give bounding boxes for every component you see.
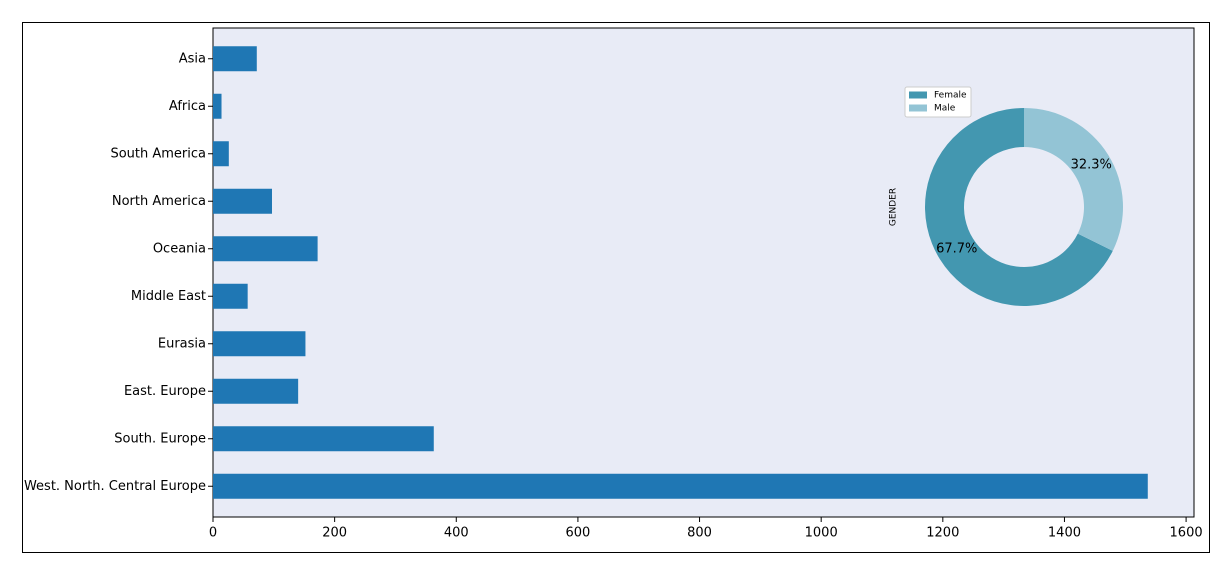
- y-tick-label: Middle East: [131, 289, 206, 304]
- bar: [213, 236, 318, 262]
- x-tick-label: 1000: [805, 526, 838, 541]
- bar: [213, 331, 306, 357]
- wedge: [1024, 108, 1123, 251]
- legend-label: Female: [934, 91, 967, 101]
- wedge-label: 32.3%: [1071, 158, 1112, 173]
- y-tick-label: South. Europe: [114, 431, 206, 446]
- y-tick-label: Africa: [169, 99, 206, 114]
- wedge: [925, 108, 1113, 307]
- x-tick-label: 600: [565, 526, 590, 541]
- legend-swatch: [909, 104, 927, 112]
- bar: [213, 378, 299, 404]
- x-tick-label: 1200: [926, 526, 959, 541]
- x-tick-label: 200: [322, 526, 347, 541]
- x-tick-label: 1600: [1170, 526, 1203, 541]
- y-tick-label: West. North. Central Europe: [24, 479, 206, 494]
- bar: [213, 93, 222, 119]
- legend-swatch: [909, 91, 927, 99]
- donut-chart: 67.7% 32.3% GENDER Female Male: [889, 86, 1123, 307]
- x-tick-label: 800: [687, 526, 712, 541]
- legend-label: Male: [934, 104, 956, 114]
- y-tick-label: South America: [110, 146, 206, 161]
- bar-chart: 0 200 400 600 800 1000 1200 1400 1600 Asia Africa S…: [24, 46, 1203, 541]
- bar: [213, 283, 248, 309]
- y-tick-label: Oceania: [153, 241, 206, 256]
- y-tick-label: North America: [112, 194, 206, 209]
- x-tick-label: 0: [209, 526, 217, 541]
- wedge-label: 67.7%: [936, 241, 977, 256]
- y-tick-label: Eurasia: [158, 336, 206, 351]
- y-tick-label: Asia: [179, 51, 206, 66]
- bar: [213, 426, 434, 452]
- bar: [213, 46, 257, 72]
- bar: [213, 473, 1148, 499]
- y-axis-label: GENDER: [889, 188, 899, 226]
- x-tick-label: 400: [444, 526, 469, 541]
- x-tick-label: 1400: [1048, 526, 1081, 541]
- y-tick-label: East. Europe: [124, 384, 206, 399]
- bar: [213, 188, 272, 214]
- bar: [213, 141, 229, 167]
- figure-frame: [22, 22, 1210, 553]
